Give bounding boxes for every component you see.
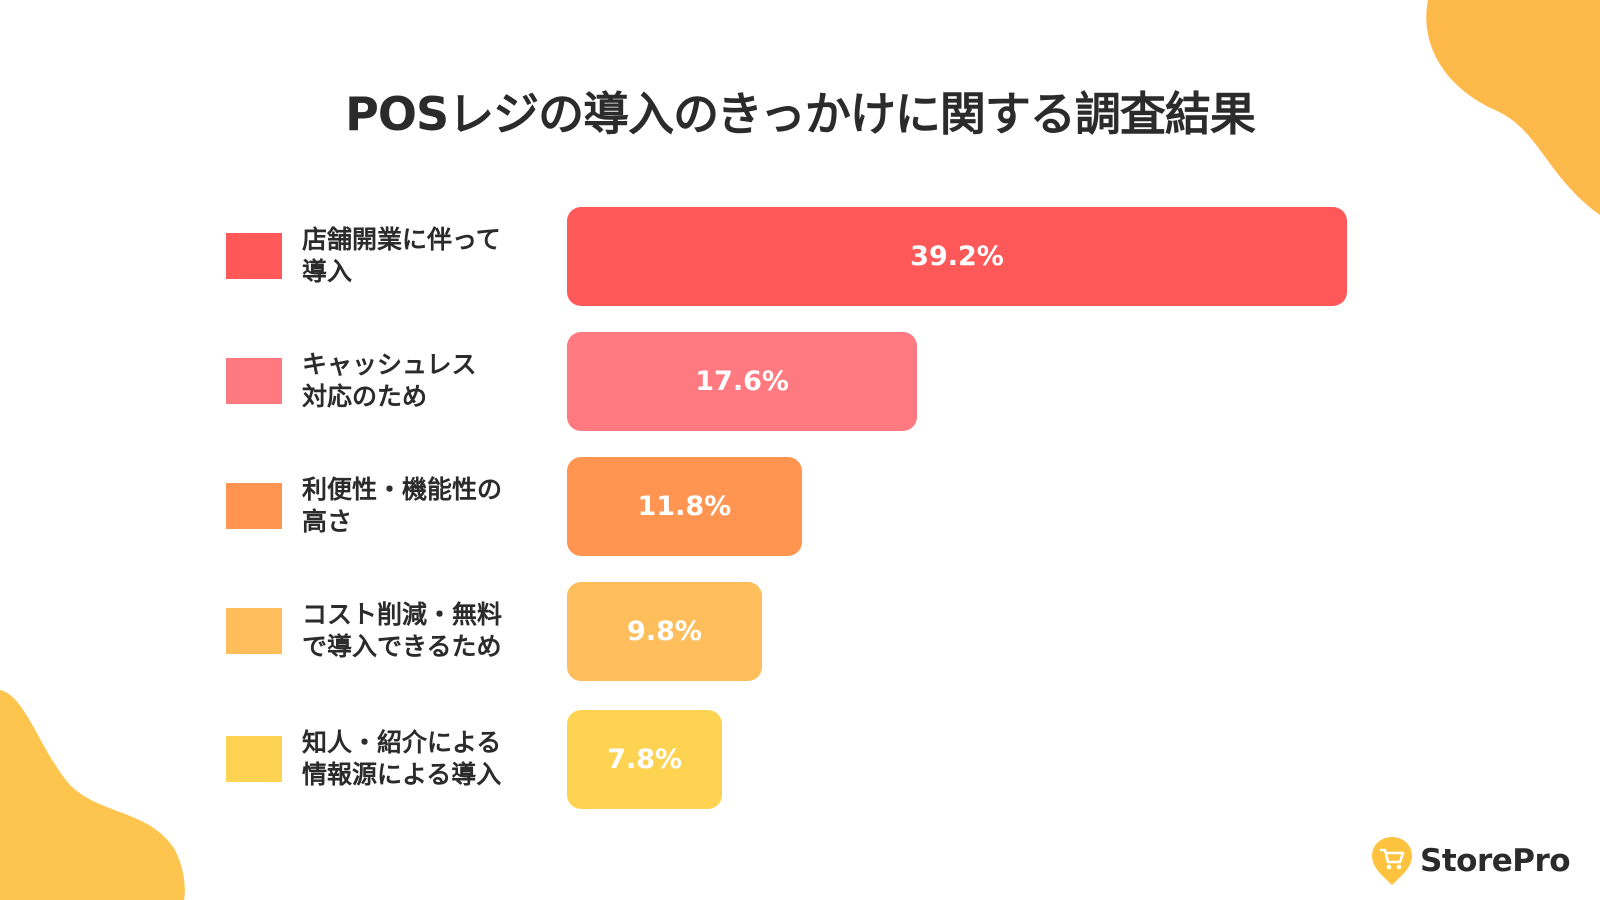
category-label: 利便性・機能性の 高さ <box>302 475 503 536</box>
data-label: 39.2% <box>910 240 1004 272</box>
data-label: 7.8% <box>607 743 683 775</box>
legend-swatch <box>226 483 282 529</box>
bar: 39.2% <box>567 206 1347 306</box>
data-label: 11.8% <box>637 490 732 522</box>
data-label: 17.6% <box>695 365 789 397</box>
bar: 11.8% <box>567 456 802 556</box>
legend-swatch <box>226 233 282 279</box>
legend-swatch <box>226 608 282 654</box>
shopping-cart-pin-icon <box>1372 837 1412 885</box>
chart-title: POSレジの導入のきっかけに関する調査結果 <box>345 87 1256 141</box>
decorative-blob-bottom-left <box>0 690 185 900</box>
legend-swatch <box>226 736 282 782</box>
brand-name: StorePro <box>1420 843 1571 879</box>
decorative-blob-top-right <box>1426 0 1600 215</box>
bar: 17.6% <box>567 331 918 431</box>
data-label: 9.8% <box>627 615 702 647</box>
category-label: コスト削減・無料 で導入できるため <box>302 600 503 661</box>
bar: 7.8% <box>567 709 723 809</box>
legend-swatch <box>226 358 282 404</box>
category-label: キャッシュレス 対応のため <box>302 350 477 411</box>
brand-logo: StorePro <box>1370 834 1571 888</box>
bar: 9.8% <box>567 581 762 681</box>
category-label: 知人・紹介による 情報源による導入 <box>302 728 502 789</box>
category-label: 店舗開業に伴って 導入 <box>302 225 501 286</box>
